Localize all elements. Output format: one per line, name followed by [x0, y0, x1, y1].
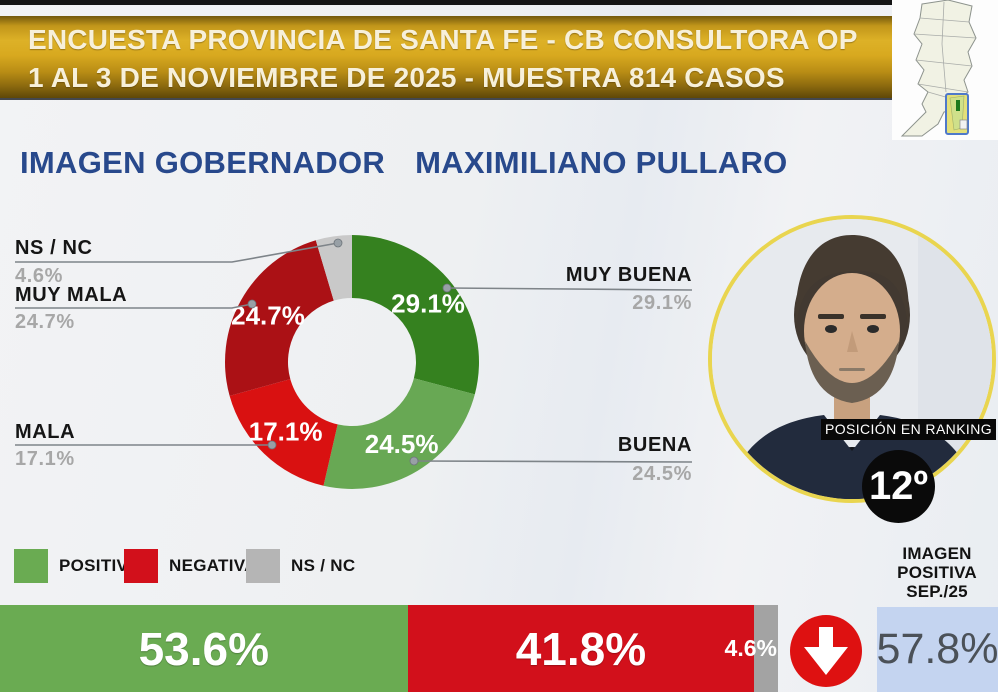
- page-title: IMAGEN GOBERNADOR MAXIMILIANO PULLARO: [20, 145, 788, 181]
- summary-ns-nc-value: 4.6%: [724, 635, 777, 661]
- page-title-name: MAXIMILIANO PULLARO: [415, 144, 788, 180]
- legend-item-ns-nc: NS / NC: [246, 549, 355, 583]
- summary-negative-value: 41.8%: [515, 622, 647, 675]
- donut-segment-value: 29.1%: [391, 288, 465, 318]
- banner-line1: ENCUESTA PROVINCIA DE SANTA FE - CB CONS…: [28, 24, 858, 55]
- donut-segment-value: 24.5%: [365, 429, 439, 459]
- legend-label-positiva: POSITIVA: [59, 556, 140, 575]
- down-arrow-icon: [804, 627, 848, 675]
- legend-item-negativa: NEGATIVA: [124, 549, 257, 583]
- callout-muy-buena-value: 29.1%: [632, 292, 692, 314]
- ranking-caption: POSICIÓN EN RANKING: [821, 419, 996, 440]
- callout-buena-label: BUENA: [617, 434, 692, 456]
- argentina-inset-map: [945, 93, 969, 135]
- callout-buena-value: 24.5%: [632, 463, 692, 485]
- callout-muy-buena-label: MUY BUENA: [565, 264, 692, 286]
- donut-segment-mala: [229, 379, 338, 486]
- callout-muy-mala-value: 24.7%: [15, 311, 75, 333]
- donut-segment-value: 24.7%: [231, 300, 305, 330]
- summary-bar-ns-nc: 4.6%: [725, 605, 778, 692]
- leader-line-muy-buena: [446, 287, 693, 291]
- callout-ns-nc-label: NS / NC: [15, 237, 93, 259]
- banner-line2: 1 AL 3 DE NOVIEMBRE DE 2025 - MUESTRA 81…: [28, 62, 785, 93]
- portrait-graphic: [712, 219, 992, 499]
- donut-chart: 29.1% 24.5% 17.1% 24.7%: [225, 235, 480, 489]
- legend-label-ns-nc: NS / NC: [291, 556, 356, 575]
- legend-swatch-positiva: [14, 549, 48, 583]
- previous-positive-value: 57.8%: [876, 625, 998, 673]
- ranking-position-badge: 12º: [862, 450, 935, 523]
- page-title-label: IMAGEN GOBERNADOR: [20, 144, 386, 180]
- callout-mala-label: MALA: [15, 421, 76, 443]
- legend-swatch-negativa: [124, 549, 158, 583]
- donut-segment-value: 17.1%: [249, 416, 323, 446]
- legend-label-negativa: NEGATIVA: [169, 556, 257, 575]
- previous-heading-line2: POSITIVA: [897, 563, 977, 582]
- donut-segment-buena: [323, 378, 475, 489]
- summary-bar: 53.6% 41.8% 4.6%: [0, 605, 778, 692]
- previous-heading-line3: SEP./25: [906, 582, 968, 601]
- header-banner: ENCUESTA PROVINCIA DE SANTA FE - CB CONS…: [0, 16, 998, 100]
- santa-fe-map-graphic: [900, 0, 977, 137]
- summary-bar-negative: 41.8%: [407, 605, 755, 692]
- summary-bar-positive: 53.6%: [0, 605, 408, 692]
- santa-fe-map: [892, 0, 998, 140]
- donut-segment-muy-buena: [352, 235, 480, 395]
- summary-positive-value: 53.6%: [138, 622, 270, 675]
- callout-ns-nc-value: 4.6%: [15, 265, 63, 287]
- previous-positive-box: 57.8%: [877, 607, 998, 692]
- trend-down-badge: [790, 615, 862, 687]
- callout-muy-mala-label: MUY MALA: [15, 284, 128, 306]
- callout-mala-value: 17.1%: [15, 448, 75, 470]
- legend-swatch-ns-nc: [246, 549, 280, 583]
- previous-measure-heading: IMAGEN POSITIVA SEP./25: [872, 544, 998, 601]
- previous-heading-line1: IMAGEN: [902, 544, 972, 563]
- legend-item-positiva: POSITIVA: [14, 549, 140, 583]
- pullaro-photo: [708, 215, 996, 503]
- donut-segment-muy-mala: [225, 240, 334, 396]
- top-border-strip: [0, 0, 998, 5]
